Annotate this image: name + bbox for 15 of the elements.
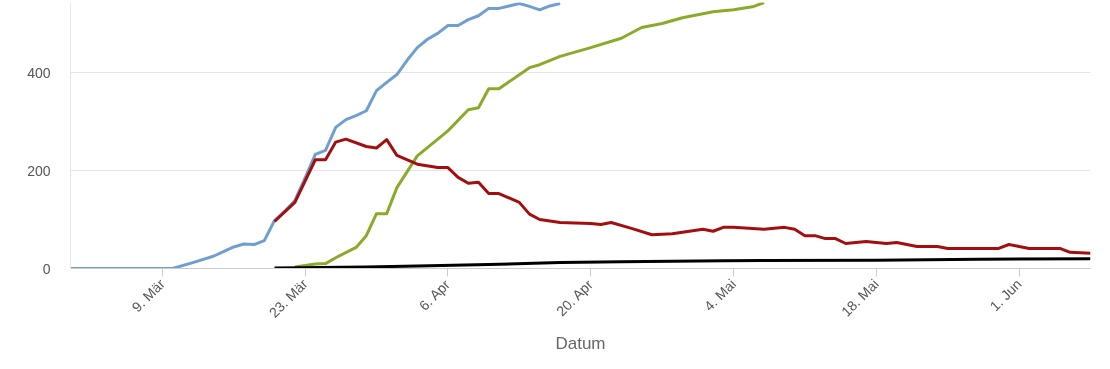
x-tick-label: 6. Apr: [415, 276, 454, 314]
line-series: [293, 2, 766, 269]
line-series: [273, 137, 1091, 255]
line-series: [273, 257, 1091, 269]
x-tick-label: 4. Mai: [700, 275, 740, 315]
y-tick-label: 400: [27, 64, 51, 81]
x-tick-label: 23. Mär: [265, 275, 311, 321]
y-tick-label: 200: [27, 162, 51, 179]
y-tick-label: 0: [42, 260, 51, 277]
x-tick-label: 20. Apr: [553, 276, 597, 320]
x-tick-label: 1. Jun: [986, 275, 1025, 315]
x-tick-label: 9. Mär: [128, 275, 169, 316]
x-axis-title: Datum: [555, 334, 606, 354]
line-series: [70, 2, 562, 269]
x-tick-label: 18. Mai: [838, 275, 882, 320]
